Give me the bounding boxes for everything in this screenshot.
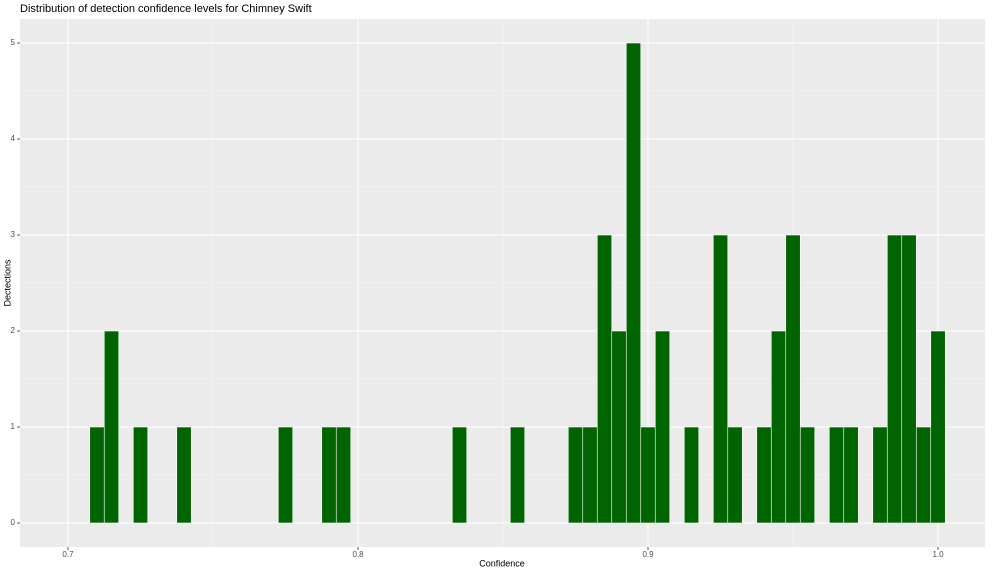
bar — [727, 426, 743, 524]
bar — [509, 426, 526, 524]
bar — [654, 330, 671, 524]
bar — [930, 330, 946, 524]
bar — [321, 426, 337, 524]
bar — [89, 426, 105, 524]
bar — [176, 426, 192, 524]
bar — [335, 426, 352, 524]
y-tick-label: 3 — [11, 230, 16, 239]
bar — [132, 426, 149, 524]
bar — [785, 234, 801, 524]
bar — [103, 330, 120, 524]
bar — [770, 330, 787, 524]
x-axis-label: Confidence — [479, 558, 525, 568]
x-tick-label: 0.8 — [352, 550, 364, 559]
bar — [915, 426, 932, 524]
bar — [843, 426, 859, 524]
bar — [611, 330, 627, 524]
bar — [901, 234, 917, 524]
bar — [712, 234, 729, 524]
x-tick-label: 0.9 — [642, 550, 654, 559]
chart-title: Distribution of detection confidence lev… — [20, 3, 312, 15]
y-tick-label: 4 — [11, 134, 16, 143]
bar — [872, 426, 888, 524]
bar — [683, 426, 700, 524]
y-tick-label: 5 — [11, 38, 16, 47]
y-axis-label: Dectections — [2, 259, 12, 307]
y-tick-label: 1 — [11, 422, 16, 431]
bar — [451, 426, 468, 524]
bar — [756, 426, 772, 524]
bar — [582, 426, 598, 524]
y-tick-label: 0 — [11, 518, 16, 527]
bar — [828, 426, 845, 524]
bar — [596, 234, 613, 524]
y-tick-label: 2 — [11, 326, 16, 335]
x-tick-label: 0.7 — [62, 550, 74, 559]
bar — [640, 426, 656, 524]
bar — [886, 234, 903, 524]
x-tick-label: 1.0 — [932, 550, 944, 559]
bar — [799, 426, 816, 524]
bar — [277, 426, 294, 524]
bar — [625, 42, 642, 524]
bar — [567, 426, 584, 524]
